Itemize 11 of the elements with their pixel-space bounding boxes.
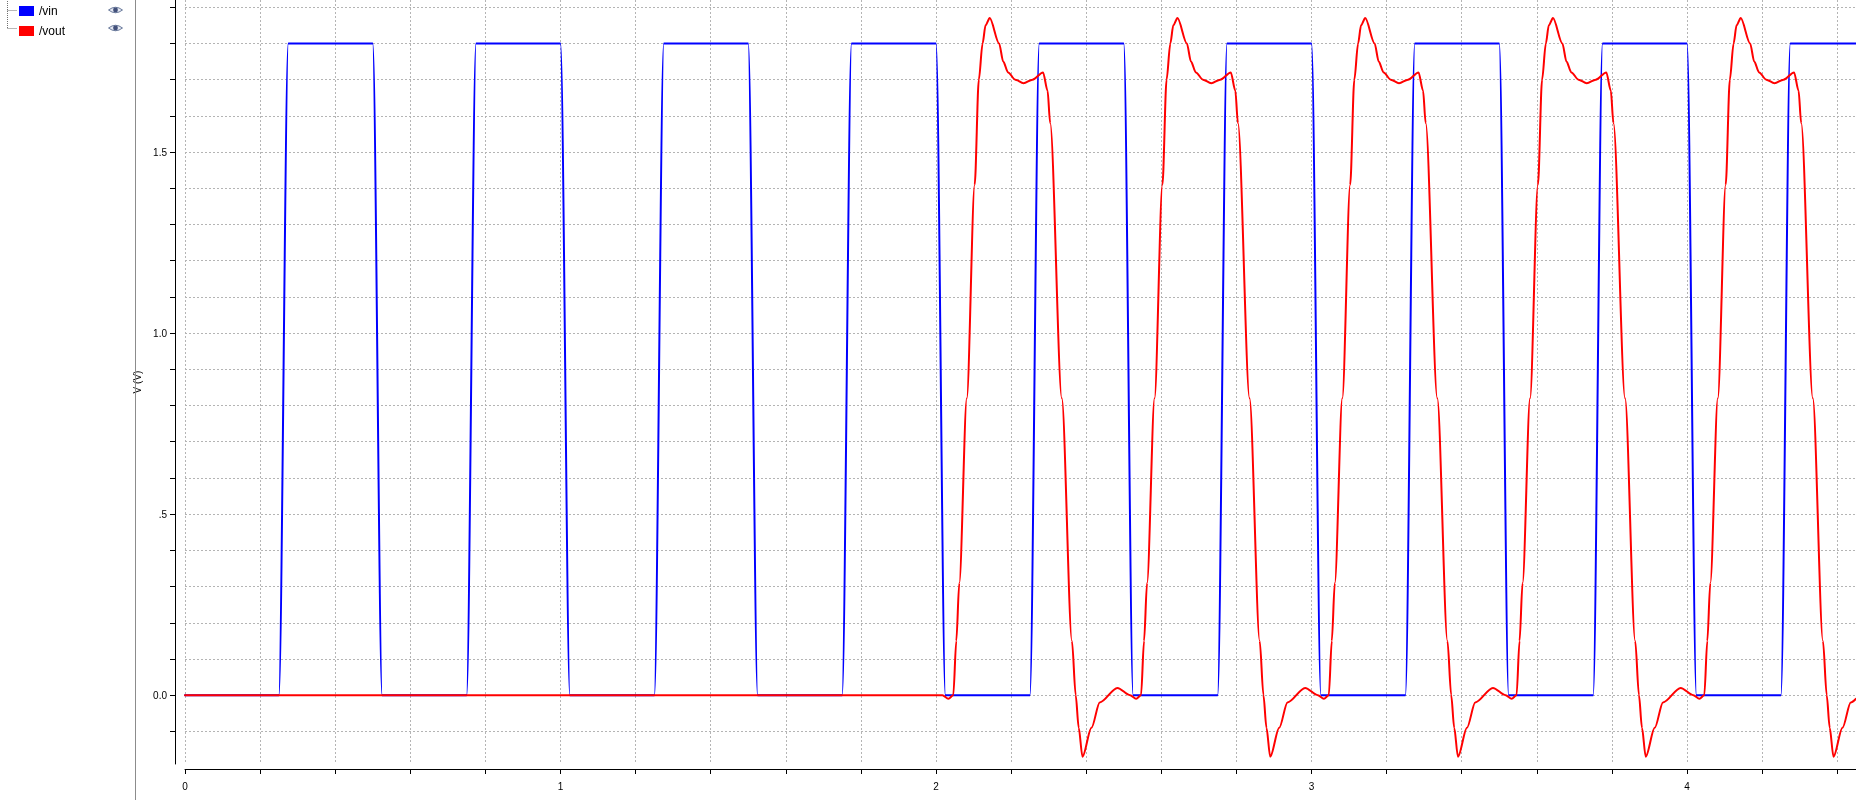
y-tick-label: 1.0 [153,327,168,339]
y-tick-label: .5 [158,508,168,520]
legend-label: /vout [39,24,66,38]
x-tick-label: 1 [557,780,564,792]
x-tick-label: 0 [182,780,189,792]
legend-label: /vin [39,4,58,18]
y-tick-label: 0.0 [153,689,168,701]
x-tick-label: 4 [1684,780,1691,792]
y-tick-label: 1.5 [153,146,168,158]
x-tick-label: 3 [1308,780,1315,792]
x-tick-label: 2 [933,780,940,792]
